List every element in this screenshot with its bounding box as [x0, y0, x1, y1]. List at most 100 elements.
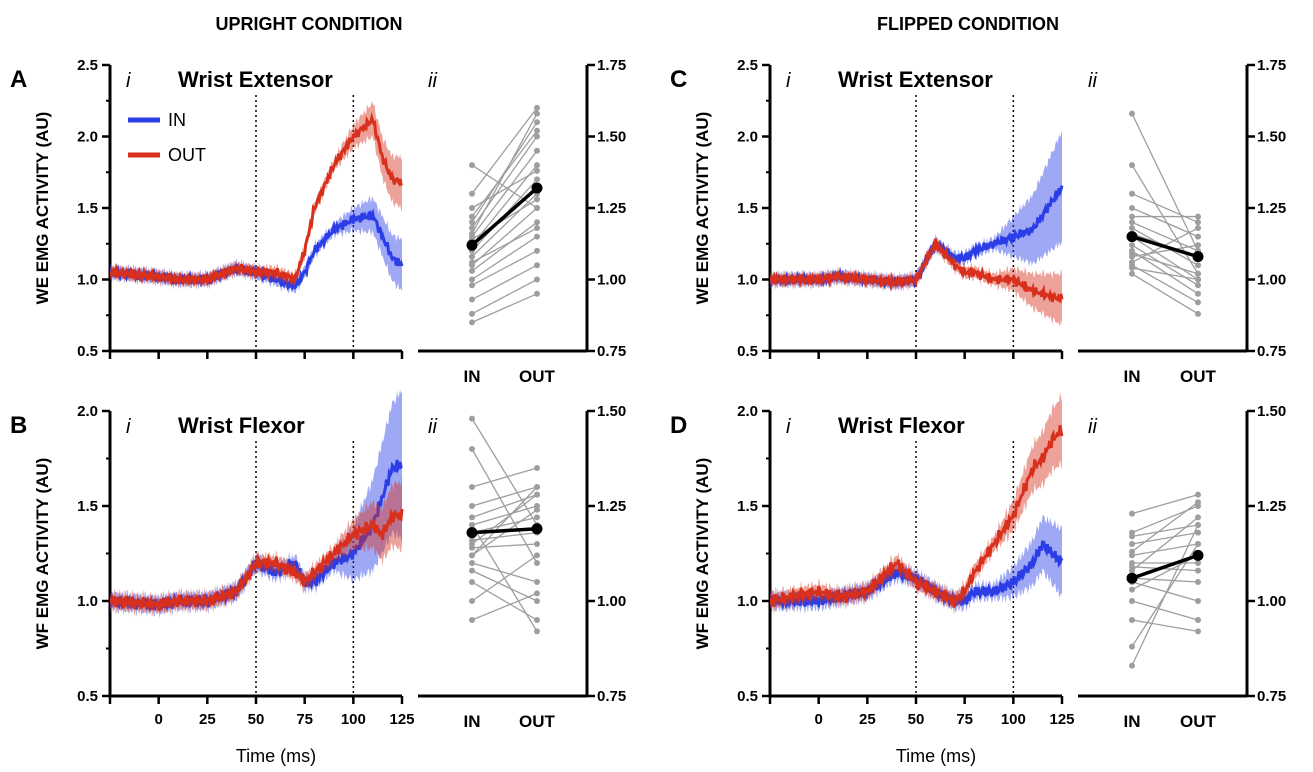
- panel-A-in-point: [469, 296, 475, 303]
- panel-C-paired-line: [1131, 244, 1199, 258]
- panel-A-paired-line: [471, 264, 538, 301]
- panel-A-mean-in: [466, 239, 478, 251]
- flipped-condition-heading: FLIPPED CONDITION: [877, 14, 1059, 34]
- panel-A-out-point: [534, 110, 540, 117]
- panel-C-sub-ii: ii: [1088, 70, 1097, 92]
- panel-C-paired-line: [1131, 193, 1199, 223]
- panel-A-out-point: [534, 247, 540, 254]
- legend-out-label: OUT: [168, 145, 206, 165]
- panel-D-mean-in: [1126, 572, 1138, 584]
- panel-D-paired-line: [1131, 524, 1199, 666]
- panel-A-paired-line: [471, 113, 538, 235]
- panel-A-paired-line: [471, 236, 538, 281]
- panel-D-in-point: [1129, 541, 1135, 547]
- panel-D-x-tick-label: 50: [908, 711, 925, 728]
- panel-A-out-point: [534, 119, 540, 126]
- panel-B-title: Wrist Flexor: [178, 413, 305, 438]
- panel-A-in-point: [469, 213, 475, 220]
- panel-B-x-tick-label: 0: [154, 711, 162, 728]
- panel-A-sub-i: i: [126, 70, 131, 92]
- panel-B-cat-out: OUT: [519, 712, 556, 731]
- panel-D-x-tick-label: 100: [1001, 711, 1026, 728]
- panel-B-paired-line: [471, 570, 538, 602]
- panel-A-paired-line: [471, 293, 538, 323]
- panel-D-in-point: [1129, 548, 1135, 555]
- panel-D-cat-in: IN: [1124, 712, 1141, 731]
- panel-A-out-point: [534, 233, 540, 240]
- panel-B-y-tick-label: 0.5: [77, 688, 98, 705]
- panel-A-out-point: [534, 147, 540, 154]
- panel-D-paired-line: [1131, 501, 1199, 553]
- panel-A-y-tick-label: 2.5: [77, 57, 98, 74]
- panel-A-in-point: [469, 190, 475, 197]
- panel-A-in-point: [469, 276, 475, 283]
- panel-C-paired-line: [1131, 264, 1199, 303]
- panel-A-paired-line: [471, 164, 538, 246]
- panel-C-mean-line: [1131, 234, 1199, 259]
- panel-B-x-tick-label: 75: [296, 711, 313, 728]
- panel-C-out-point: [1195, 225, 1201, 232]
- panel-B-paired-line: [471, 562, 538, 583]
- panel-B-in-point: [469, 552, 475, 559]
- panel-D-paired-line: [1131, 493, 1199, 515]
- panel-D-out-point: [1195, 491, 1201, 498]
- panel-C-out-point: [1195, 299, 1201, 306]
- panel-D-x-axis-label: Time (ms): [896, 746, 976, 766]
- panel-A-out-point: [534, 219, 540, 226]
- panel-B-paired-line: [471, 592, 538, 621]
- panel-A-cat-out: OUT: [519, 367, 556, 386]
- panel-D-paired-line: [1131, 516, 1199, 572]
- panel-D-y-tick-label: 1.5: [737, 498, 758, 515]
- panel-A-paired-line: [471, 227, 538, 263]
- panel-D-in-point: [1129, 533, 1135, 540]
- panel-B-y-tick-label: 1.0: [77, 593, 98, 610]
- panel-D-y-tick-label: 2.0: [737, 403, 758, 420]
- panel-B-out-point: [534, 506, 540, 513]
- panel-D-mean-out: [1192, 549, 1204, 561]
- panel-D-paired-line: [1131, 577, 1199, 583]
- panel-A-out-point: [534, 133, 540, 140]
- panel-B-paired-line: [471, 486, 538, 507]
- panel-A-y-tick-label: 0.5: [77, 343, 98, 360]
- panel-C-right-tick-label: 1.00: [1257, 272, 1286, 289]
- panel-B-in-point: [469, 522, 475, 528]
- panel-B-out-line: [110, 508, 404, 612]
- panel-B-mean-line: [471, 527, 538, 535]
- panel-A-out-point: [534, 290, 540, 297]
- panel-B-y-tick-label: 2.0: [77, 403, 98, 420]
- panel-A-paired-line: [471, 170, 538, 209]
- panel-C-in-point: [1129, 225, 1135, 232]
- panel-C-out-point: [1195, 262, 1201, 269]
- panel-B-in-point: [469, 617, 475, 623]
- panel-B-paired-line: [471, 467, 538, 488]
- panel-A-out-point: [534, 225, 540, 232]
- panel-B-in-point: [469, 415, 475, 422]
- panel-D-paired-line: [1131, 581, 1199, 602]
- panel-D-title: Wrist Flexor: [838, 413, 965, 438]
- panel-B-out-point: [534, 491, 540, 498]
- panel-C-y-tick-label: 2.5: [737, 57, 758, 74]
- panel-C-paired-line: [1131, 253, 1199, 275]
- panel-B-x-axis-label: Time (ms): [236, 746, 316, 766]
- panel-C-out-point: [1195, 290, 1201, 297]
- panel-A-in-point: [469, 319, 475, 326]
- panel-A-right-tick-label: 1.25: [597, 200, 626, 217]
- panel-A-mean-line: [470, 186, 539, 247]
- panel-B-paired-line: [471, 505, 538, 526]
- panel-A-in-point: [469, 230, 475, 237]
- panel-D-out-point: [1195, 522, 1201, 528]
- panel-D-x-tick-label: 75: [956, 711, 973, 728]
- panel-B-in-point: [469, 560, 475, 566]
- panel-C-title: Wrist Extensor: [838, 67, 993, 92]
- panel-D-in-point: [1129, 643, 1135, 650]
- panel-A-title: Wrist Extensor: [178, 67, 333, 92]
- panel-A-right-tick-label: 1.75: [597, 57, 626, 74]
- panel-C-out-point: [1195, 310, 1201, 317]
- panel-B-in-point: [469, 446, 475, 452]
- panel-D-out-point: [1195, 560, 1201, 566]
- panel-B-paired-line: [471, 486, 538, 556]
- panel-C-out-point: [1195, 276, 1201, 283]
- panel-C-cat-in: IN: [1124, 367, 1141, 386]
- panel-C-in-point: [1129, 219, 1135, 226]
